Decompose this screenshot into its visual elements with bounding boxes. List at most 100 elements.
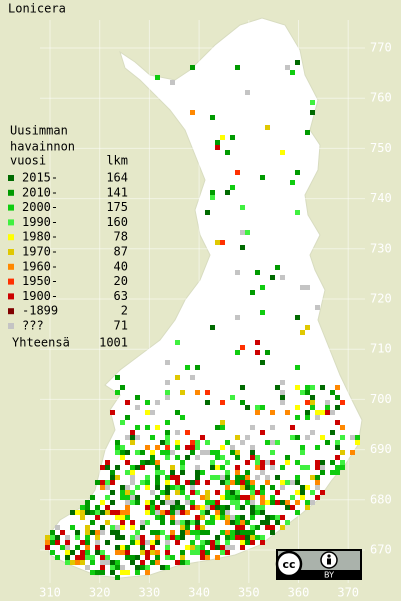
record-square [120, 420, 125, 425]
record-square [315, 480, 320, 485]
record-square [150, 540, 155, 545]
record-square [110, 410, 115, 415]
record-square [320, 460, 325, 465]
record-square [120, 445, 125, 450]
record-square [120, 570, 125, 575]
record-square [205, 500, 210, 505]
record-square [105, 495, 110, 500]
record-square [250, 505, 255, 510]
record-square [190, 450, 195, 455]
record-square [310, 500, 315, 505]
record-square [150, 435, 155, 440]
record-square [265, 480, 270, 485]
record-square [235, 535, 240, 540]
record-square [145, 410, 150, 415]
record-square [240, 540, 245, 545]
record-square [175, 560, 180, 565]
record-square [305, 500, 310, 505]
record-square [120, 515, 125, 520]
record-square [220, 510, 225, 515]
record-square [130, 500, 135, 505]
legend-count: 20 [114, 274, 128, 288]
record-square [115, 565, 120, 570]
record-square [260, 465, 265, 470]
record-square [120, 490, 125, 495]
record-square [245, 520, 250, 525]
x-label: 370 [337, 586, 359, 600]
record-square [175, 410, 180, 415]
record-square [165, 510, 170, 515]
record-square [140, 540, 145, 545]
record-square [295, 170, 300, 175]
record-square [190, 530, 195, 535]
record-square [295, 460, 300, 465]
record-square [195, 390, 200, 395]
record-square [260, 460, 265, 465]
record-square [225, 495, 230, 500]
record-square [295, 500, 300, 505]
record-square [140, 520, 145, 525]
record-square [180, 485, 185, 490]
record-square [325, 405, 330, 410]
record-square [230, 515, 235, 520]
record-square [115, 545, 120, 550]
record-square [230, 500, 235, 505]
record-square [235, 505, 240, 510]
record-square [130, 435, 135, 440]
record-square [250, 510, 255, 515]
legend-swatch [8, 249, 14, 255]
x-label: 310 [39, 586, 61, 600]
record-square [125, 485, 130, 490]
record-square [125, 500, 130, 505]
record-square [80, 560, 85, 565]
record-square [125, 400, 130, 405]
record-square [310, 395, 315, 400]
record-square [195, 470, 200, 475]
record-square [210, 515, 215, 520]
record-square [260, 360, 265, 365]
record-square [155, 465, 160, 470]
record-square [265, 515, 270, 520]
record-square [190, 480, 195, 485]
record-square [255, 475, 260, 480]
record-square [140, 560, 145, 565]
record-square [240, 545, 245, 550]
record-square [105, 505, 110, 510]
record-square [125, 450, 130, 455]
record-square [160, 530, 165, 535]
record-square [275, 490, 280, 495]
record-square [230, 135, 235, 140]
record-square [100, 500, 105, 505]
record-square [235, 500, 240, 505]
record-square [185, 560, 190, 565]
record-square [45, 545, 50, 550]
record-square [85, 510, 90, 515]
record-square [90, 495, 95, 500]
record-square [220, 550, 225, 555]
record-square [270, 275, 275, 280]
record-square [165, 450, 170, 455]
record-square [210, 460, 215, 465]
record-square [85, 545, 90, 550]
y-label: 700 [370, 392, 392, 406]
record-square [185, 445, 190, 450]
record-square [120, 450, 125, 455]
record-square [250, 500, 255, 505]
record-square [165, 495, 170, 500]
record-square [195, 550, 200, 555]
record-square [145, 480, 150, 485]
record-square [130, 520, 135, 525]
record-square [55, 535, 60, 540]
record-square [65, 540, 70, 545]
record-square [115, 475, 120, 480]
record-square [225, 150, 230, 155]
record-square [125, 510, 130, 515]
legend-count: 160 [106, 215, 128, 229]
record-square [265, 525, 270, 530]
record-square [200, 495, 205, 500]
record-square [180, 550, 185, 555]
record-square [215, 455, 220, 460]
record-square [145, 520, 150, 525]
record-square [155, 75, 160, 80]
record-square [205, 490, 210, 495]
